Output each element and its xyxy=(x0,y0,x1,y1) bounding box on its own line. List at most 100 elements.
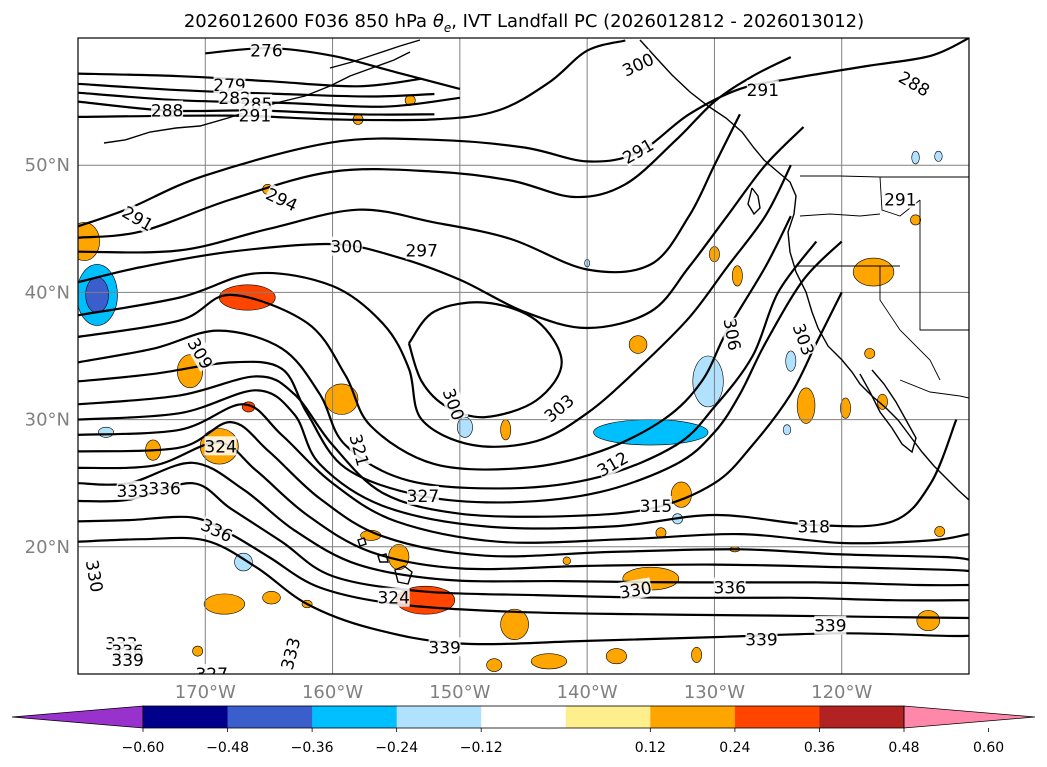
us-state-border-nv-ut xyxy=(919,200,969,331)
contour-label-halo xyxy=(276,635,304,672)
contour-label: 327 xyxy=(407,487,439,507)
ivt-pc-shaded-region xyxy=(562,556,571,565)
contour-label: 291 xyxy=(884,191,916,211)
colorbar-segment xyxy=(565,706,651,728)
contour-label: 297 xyxy=(405,241,437,261)
theta-e-contour-306 xyxy=(78,215,792,471)
contour-label-halo xyxy=(619,134,657,167)
ivt-pc-shaded-region xyxy=(486,658,503,672)
lon-tick-label: 120°W xyxy=(811,682,872,703)
contour-label-halo xyxy=(814,615,847,635)
contour-label-group: 276 xyxy=(250,40,283,62)
contour-label: 315 xyxy=(640,497,672,517)
latitude-tick-labels: 50°N 40°N 30°N 20°N xyxy=(25,155,70,558)
ivt-pc-shaded-region xyxy=(934,526,946,537)
colorbar-max-extension xyxy=(903,705,1036,729)
contour-label-group: 339 xyxy=(111,650,144,671)
contour-label: 291 xyxy=(239,107,271,127)
ivt-pc-shaded-region xyxy=(782,424,792,436)
ivt-pc-shaded-region xyxy=(691,646,703,663)
colorbar xyxy=(11,705,1036,729)
theta-e-contour-321 xyxy=(78,403,969,545)
contour-label-halo xyxy=(250,40,283,60)
ivt-pc-shaded-region xyxy=(692,355,724,408)
ivt-pc-shaded-region xyxy=(840,397,851,419)
alaska-peninsula xyxy=(329,39,421,69)
contour-label-halo xyxy=(639,496,672,516)
contour-label-halo xyxy=(116,480,149,500)
contour-label-halo xyxy=(263,183,301,215)
colorbar-segment xyxy=(312,706,398,728)
ivt-pc-shaded-region xyxy=(324,383,359,415)
colorbar-tick-labels: −0.60 −0.48 −0.36 −0.24 −0.12 0.12 0.24 0.36 0.4… xyxy=(122,728,1004,756)
contour-label-group: 315 xyxy=(640,496,672,517)
contour-label-group: 336 xyxy=(713,577,746,599)
theta-e-contour-297 xyxy=(78,113,741,274)
theta-e-contour-291 xyxy=(78,39,626,122)
contour-label-halo xyxy=(618,577,653,602)
contour-label-halo xyxy=(82,558,108,594)
theta-e-contour-279 xyxy=(78,72,422,88)
lat-tick-label: 40°N xyxy=(25,282,70,303)
longitude-tick-labels: 170°W 160°W 150°W 140°W 130°W 120°W xyxy=(175,682,873,703)
contour-label-halo xyxy=(428,637,461,657)
ivt-pc-shaded-region xyxy=(98,426,114,438)
colorbar-tick-label: −0.12 xyxy=(460,740,503,756)
colorbar-tick-label: −0.48 xyxy=(206,740,249,756)
lat-tick-label: 50°N xyxy=(25,155,70,176)
lat-tick-label: 30°N xyxy=(25,410,70,431)
contour-label-halo xyxy=(238,105,271,125)
ivt-pc-shaded-region xyxy=(911,150,920,165)
ivt-pc-shaded-region xyxy=(203,593,246,615)
theta-e-contour-312 xyxy=(78,240,843,504)
contour-label-halo xyxy=(789,321,819,358)
graticule xyxy=(78,38,969,674)
ivt-pc-shaded-region xyxy=(934,150,943,162)
contour-label-halo xyxy=(151,100,184,120)
colorbar-outline xyxy=(142,705,905,729)
contour-label: 324 xyxy=(204,437,236,457)
colorbar-tick-label: 0.12 xyxy=(635,740,666,756)
contour-label-group: 291 xyxy=(884,189,917,211)
contour-label-halo xyxy=(119,201,157,235)
contour-label-halo xyxy=(346,432,374,468)
colorbar-tick-label: −0.36 xyxy=(291,740,334,756)
colorbar-tick-label: 0.24 xyxy=(719,740,750,756)
ivt-pc-shaded-region xyxy=(262,591,281,605)
lon-tick-label: 130°W xyxy=(684,682,745,703)
contour-label-group: 291 xyxy=(238,105,271,127)
hawaii-island xyxy=(394,565,413,585)
contour-label: 300 xyxy=(330,238,362,258)
colorbar-tick-label: −0.60 xyxy=(122,740,165,756)
contour-label: 339 xyxy=(428,638,460,658)
contour-label-group: 324 xyxy=(377,587,410,609)
ivt-pc-shaded-region xyxy=(910,214,921,226)
contour-label-halo xyxy=(720,316,745,352)
contour-label-halo xyxy=(405,240,438,260)
colorbar-tick-label: 0.48 xyxy=(888,740,919,756)
lat-tick-label: 20°N xyxy=(25,537,70,558)
ivt-pc-shaded-region xyxy=(877,393,888,410)
ivt-pc-shaded-region xyxy=(593,419,709,446)
colorbar-segment xyxy=(396,706,482,728)
contour-label-group: 300 xyxy=(330,236,363,258)
contour-label-halo xyxy=(184,334,217,372)
theta-e-contour-330 xyxy=(78,461,969,587)
contour-label-halo xyxy=(797,516,830,536)
queen-charlotte-islands xyxy=(747,187,761,216)
contour-label-group: 336 xyxy=(148,478,181,499)
ivt-pc-shaded-region xyxy=(500,419,512,441)
colorbar-min-extension xyxy=(11,705,144,729)
contour-label: 318 xyxy=(797,517,829,537)
theta-e-contour-333 xyxy=(78,482,969,602)
theta-e-contour-303 xyxy=(78,164,792,448)
contour-label-group: 339 xyxy=(745,629,778,651)
colorbar-tick-label: −0.24 xyxy=(375,740,418,756)
contour-label-group: 291 xyxy=(747,80,779,101)
map-frame xyxy=(77,37,970,675)
contour-label: 336 xyxy=(713,579,745,599)
contour-label: 339 xyxy=(814,617,846,637)
theta-e-contour-324 xyxy=(78,420,969,561)
lon-tick-label: 170°W xyxy=(175,682,236,703)
